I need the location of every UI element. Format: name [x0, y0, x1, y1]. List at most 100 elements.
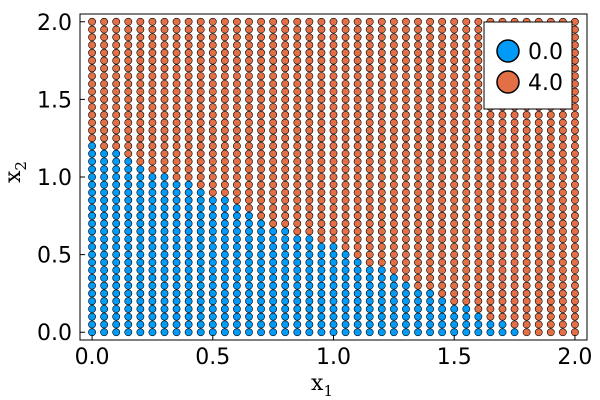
data-point-series-1 — [450, 103, 459, 112]
data-point-series-1 — [462, 266, 471, 275]
data-point-series-1 — [558, 250, 567, 259]
data-point-series-1 — [462, 41, 471, 49]
data-point-series-0 — [88, 235, 96, 243]
data-point-series-0 — [377, 328, 386, 337]
data-point-series-1 — [534, 118, 543, 127]
x-tick-label: 0.0 — [75, 345, 110, 370]
data-point-series-1 — [558, 196, 567, 205]
data-point-series-1 — [329, 180, 338, 189]
data-point-series-1 — [426, 157, 434, 166]
data-point-series-0 — [196, 196, 205, 205]
data-point-series-0 — [293, 242, 302, 251]
data-point-series-1 — [112, 41, 121, 49]
data-point-series-1 — [365, 126, 374, 135]
data-point-series-1 — [571, 204, 579, 212]
data-point-series-1 — [438, 72, 447, 80]
data-point-series-0 — [377, 273, 386, 282]
data-point-series-1 — [414, 17, 422, 26]
data-point-series-1 — [365, 204, 374, 212]
data-point-series-1 — [377, 149, 386, 158]
data-point-series-1 — [329, 188, 338, 197]
data-point-series-1 — [377, 227, 386, 236]
data-point-series-1 — [389, 72, 398, 80]
data-point-series-1 — [257, 134, 265, 143]
data-point-series-1 — [438, 56, 447, 65]
data-point-series-0 — [100, 281, 109, 290]
data-point-series-1 — [124, 72, 133, 80]
data-point-series-1 — [438, 180, 447, 189]
data-point-series-0 — [257, 312, 265, 321]
data-point-series-1 — [450, 242, 459, 251]
data-point-series-1 — [414, 281, 422, 290]
data-point-series-1 — [498, 157, 507, 166]
data-point-series-1 — [281, 196, 290, 205]
data-point-series-1 — [438, 173, 447, 181]
data-point-series-0 — [402, 320, 410, 329]
data-point-series-1 — [522, 188, 531, 197]
data-point-series-1 — [498, 305, 507, 313]
data-point-series-1 — [281, 173, 290, 181]
data-point-series-0 — [233, 266, 241, 275]
x-tick-label: 1.5 — [437, 345, 472, 370]
data-point-series-0 — [474, 328, 483, 337]
data-point-series-0 — [426, 297, 434, 306]
data-point-series-1 — [317, 142, 326, 150]
data-point-series-1 — [353, 149, 362, 158]
data-point-series-1 — [402, 250, 410, 259]
data-point-series-1 — [522, 118, 531, 127]
data-point-series-0 — [136, 227, 145, 236]
data-point-series-1 — [462, 281, 471, 290]
data-point-series-1 — [293, 227, 302, 236]
data-point-series-0 — [233, 242, 241, 251]
data-point-series-1 — [534, 165, 543, 174]
data-point-series-0 — [160, 258, 169, 267]
data-point-series-1 — [196, 33, 205, 42]
data-point-series-0 — [426, 312, 434, 321]
y-axis-label-base: x — [1, 170, 26, 183]
data-point-series-1 — [462, 142, 471, 150]
data-point-series-0 — [438, 297, 447, 306]
data-point-series-1 — [245, 157, 253, 166]
data-point-series-0 — [208, 258, 217, 267]
data-point-series-1 — [510, 320, 519, 329]
data-point-series-1 — [571, 219, 579, 228]
data-point-series-1 — [402, 180, 410, 189]
data-point-series-0 — [269, 281, 278, 290]
data-point-series-1 — [571, 273, 579, 282]
data-point-series-1 — [220, 95, 229, 104]
data-point-series-0 — [233, 320, 241, 329]
data-point-series-1 — [88, 118, 96, 127]
data-point-series-0 — [293, 235, 302, 243]
data-point-series-1 — [486, 142, 495, 150]
data-point-series-0 — [160, 297, 169, 306]
data-point-series-1 — [486, 227, 495, 236]
data-point-series-1 — [534, 157, 543, 166]
data-point-series-1 — [438, 103, 447, 112]
data-point-series-1 — [293, 56, 302, 65]
data-point-series-1 — [498, 250, 507, 259]
data-point-series-1 — [426, 41, 434, 49]
data-point-series-1 — [486, 250, 495, 259]
data-point-series-0 — [88, 312, 96, 321]
data-point-series-1 — [534, 312, 543, 321]
data-point-series-1 — [365, 149, 374, 158]
data-point-series-0 — [245, 312, 253, 321]
data-point-series-1 — [269, 142, 278, 150]
data-point-series-0 — [136, 235, 145, 243]
data-point-series-1 — [365, 56, 374, 65]
data-point-series-0 — [124, 242, 133, 251]
data-point-series-1 — [257, 17, 265, 26]
data-point-series-1 — [389, 142, 398, 150]
data-point-series-1 — [571, 111, 579, 119]
data-point-series-1 — [353, 25, 362, 34]
data-point-series-1 — [184, 126, 193, 135]
data-point-series-0 — [208, 328, 217, 337]
data-point-series-1 — [402, 142, 410, 150]
data-point-series-0 — [172, 250, 181, 259]
data-point-series-1 — [293, 48, 302, 57]
data-point-series-1 — [281, 72, 290, 80]
data-point-series-0 — [112, 157, 121, 166]
data-point-series-0 — [184, 297, 193, 306]
data-point-series-0 — [184, 250, 193, 259]
data-point-series-1 — [462, 64, 471, 73]
